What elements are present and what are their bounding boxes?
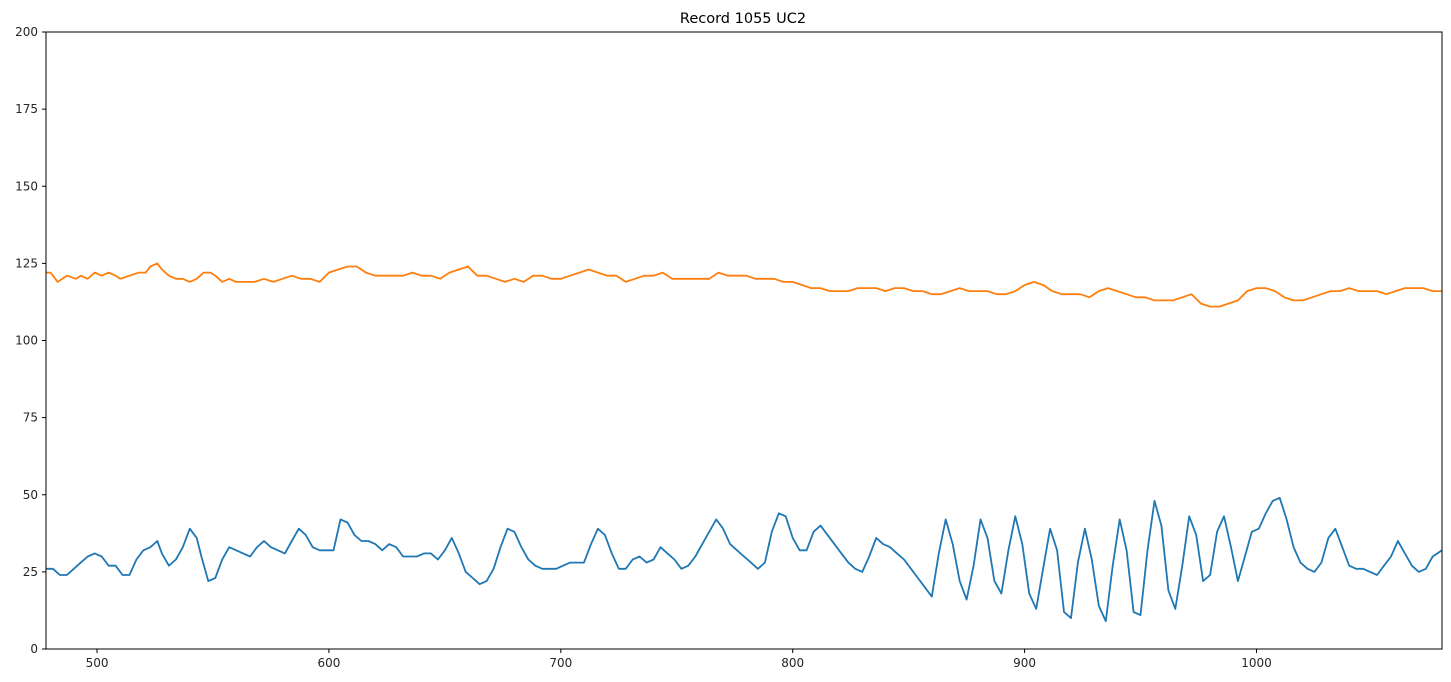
x-tick-label: 600	[317, 656, 340, 670]
plot-area	[46, 262, 1443, 623]
x-tick-label: 1000	[1241, 656, 1272, 670]
y-axis: 0 25 50 75 100 125 150 175 200	[15, 25, 46, 656]
x-tick-label: 800	[781, 656, 804, 670]
y-tick-label: 50	[23, 488, 38, 502]
chart-title: Record 1055 UC2	[680, 11, 806, 27]
series-line-1	[46, 262, 1442, 308]
plot-frame	[45, 31, 1443, 650]
y-tick-label: 200	[15, 25, 38, 39]
x-tick-label: 500	[86, 656, 109, 670]
y-tick-label: 100	[15, 334, 38, 348]
series-line-2	[46, 496, 1443, 623]
x-tick-label: 900	[1013, 656, 1036, 670]
y-tick-label: 175	[15, 102, 38, 116]
x-tick-label: 700	[549, 656, 572, 670]
y-tick-label: 125	[15, 256, 38, 270]
y-tick-label: 75	[23, 411, 38, 425]
y-tick-label: 150	[15, 179, 38, 193]
x-axis: 500 600 700 800 900 1000	[86, 649, 1272, 670]
y-tick-label: 0	[30, 642, 38, 656]
y-tick-label: 25	[23, 565, 38, 579]
